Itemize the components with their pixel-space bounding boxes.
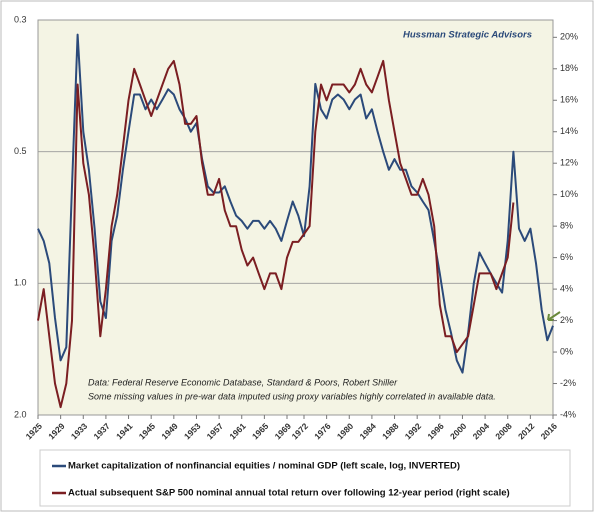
- arrow: [547, 311, 561, 321]
- legend-box: [39, 449, 571, 507]
- y2-tick-label: -2%: [560, 378, 576, 388]
- y2-tick-label: 10%: [560, 189, 578, 199]
- y-tick-label: 1.0: [14, 278, 27, 288]
- y2-tick-label: 0%: [560, 346, 573, 356]
- y2-tick-label: 20%: [560, 32, 578, 42]
- y2-tick-label: -4%: [560, 409, 576, 419]
- y2-tick-label: 18%: [560, 63, 578, 73]
- legend-label: Actual subsequent S&P 500 nominal annual…: [68, 488, 510, 499]
- y-tick-label: 2.0: [14, 409, 27, 419]
- y2-tick-label: 12%: [560, 158, 578, 168]
- annotation: Data: Federal Reserve Economic Database,…: [88, 377, 398, 387]
- y2-tick-label: 14%: [560, 126, 578, 136]
- plot-area: [37, 19, 554, 416]
- y2-tick-label: 4%: [560, 283, 573, 293]
- chart-title: Hussman Strategic Advisors: [403, 30, 532, 41]
- y2-tick-label: 16%: [560, 95, 578, 105]
- annotation: Some missing values in pre-war data impu…: [88, 391, 496, 401]
- y-tick-label: 0.3: [14, 14, 27, 24]
- y2-tick-label: 6%: [560, 252, 573, 262]
- y2-tick-label: 8%: [560, 221, 573, 231]
- y-tick-label: 0.5: [14, 146, 27, 156]
- series-line: [37, 33, 554, 374]
- legend-label: Market capitalization of nonfinancial eq…: [68, 461, 460, 472]
- series-line: [37, 59, 515, 409]
- y2-tick-label: 2%: [560, 315, 573, 325]
